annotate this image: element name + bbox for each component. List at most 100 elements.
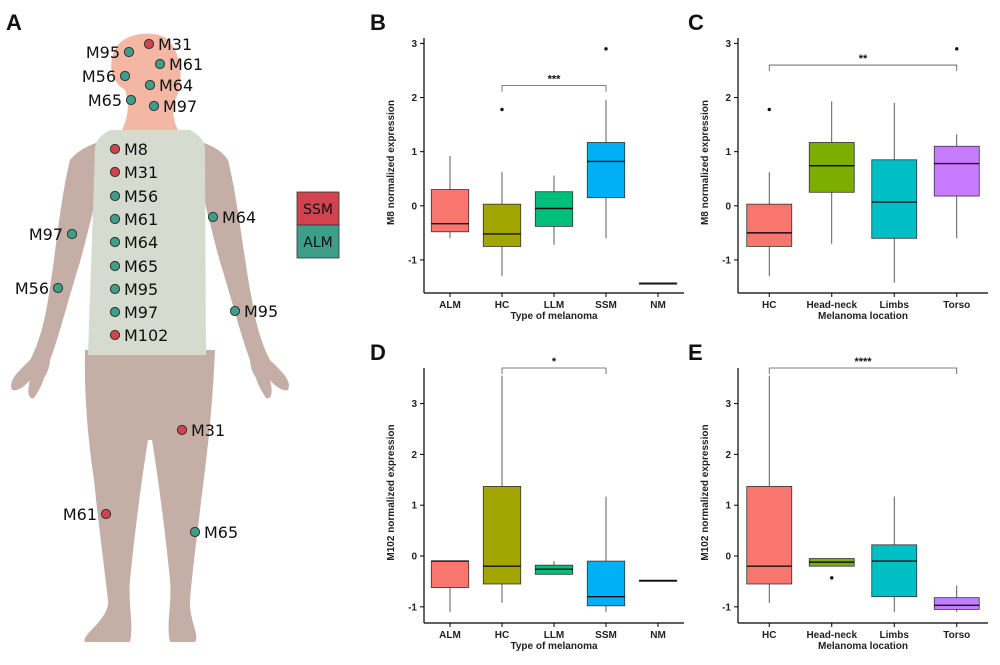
bracket-line — [501, 85, 607, 92]
marker-label: M8 — [124, 140, 148, 159]
body-marker: M95 — [229, 302, 278, 321]
bracket-line — [768, 64, 958, 72]
marker-label: M56 — [124, 187, 158, 206]
x-tick-label: Head-neck — [806, 300, 857, 311]
marker-label: M31 — [124, 163, 158, 182]
marker-label: M97 — [29, 225, 63, 244]
body-marker: M61 — [154, 55, 203, 74]
box-limbs — [871, 102, 918, 283]
legend-alm-swatch — [296, 224, 340, 259]
marker-dot — [229, 305, 241, 317]
marker-dot — [143, 38, 155, 50]
body-marker: M95 — [109, 280, 158, 299]
marker-dot — [109, 190, 121, 202]
body-marker: M97 — [109, 303, 158, 322]
y-axis-title: M8 normalized expression — [386, 100, 397, 225]
box-alm — [430, 156, 470, 239]
chart-e: -1 0 1 2 3 HC Head-neck Limbs Torso Melanoma loca… — [700, 356, 988, 652]
body-marker: M64 — [207, 208, 256, 227]
x-tick-label: Torso — [943, 630, 970, 641]
box-hc — [482, 107, 522, 277]
body-marker: M95 — [86, 43, 135, 62]
marker-dot — [100, 508, 112, 520]
y-tick-label: -1 — [722, 255, 731, 266]
body-marker: M64 — [109, 233, 158, 252]
body-marker: M102 — [109, 326, 168, 345]
outlier-point — [830, 576, 834, 580]
significance-bracket: ** — [768, 53, 958, 72]
marker-label: M95 — [124, 280, 158, 299]
panel-label-d: D — [370, 340, 386, 365]
y-tick-label: -1 — [408, 602, 417, 613]
marker-label: M64 — [124, 233, 158, 252]
y-tick-label: 1 — [725, 147, 731, 158]
bracket-line — [501, 367, 607, 374]
panel-c: C -1 0 1 2 3 HC Head-neck Limbs Torso Melanoma lo… — [688, 10, 988, 322]
significance-label: * — [552, 356, 557, 368]
torso — [88, 130, 206, 355]
x-tick-label: HC — [495, 300, 509, 311]
body-marker: M31 — [109, 163, 158, 182]
marker-label: M61 — [124, 210, 158, 229]
left-arm — [11, 145, 97, 399]
marker-dot — [109, 213, 121, 225]
marker-label: M56 — [82, 67, 116, 86]
marker-label: M65 — [124, 257, 158, 276]
chart-c: -1 0 1 2 3 HC Head-neck Limbs Torso Melanoma loca… — [700, 38, 988, 322]
box-ssm — [586, 496, 626, 612]
y-tick-label: 3 — [411, 39, 417, 50]
x-axis-title: Melanoma location — [818, 311, 908, 322]
panel-d: D -1 0 1 2 3 ALM HC LLM SSM NM Type of melanoma M10… — [370, 340, 684, 652]
body-marker: M65 — [109, 257, 158, 276]
box-nm — [638, 579, 678, 582]
panel-a: A M31 M95 M61 M56 M64 M65 M97 M8 M31 M56 M61 M64 M65… — [6, 10, 340, 642]
box-iqr — [933, 597, 980, 610]
marker-label: M31 — [191, 421, 225, 440]
body-marker: M31 — [143, 35, 192, 54]
box-head-neck — [808, 101, 855, 244]
box-alm — [430, 560, 470, 612]
body-marker: M97 — [29, 225, 78, 244]
x-tick-label: NM — [650, 300, 666, 311]
x-axis-title: Type of melanoma — [510, 311, 597, 322]
body-marker: M8 — [109, 140, 148, 159]
box-iqr — [586, 560, 626, 607]
y-tick-label: 2 — [725, 450, 731, 461]
marker-label: M95 — [244, 302, 278, 321]
x-tick-label: ALM — [439, 630, 461, 641]
y-tick-label: 0 — [411, 201, 417, 212]
marker-label: M31 — [158, 35, 192, 54]
y-tick-label: 2 — [411, 450, 417, 461]
marker-dot — [109, 166, 121, 178]
y-tick-label: 2 — [725, 93, 731, 104]
significance-label: ** — [859, 53, 868, 65]
legend-alm-label: ALM — [303, 235, 332, 251]
body-marker: M61 — [63, 505, 112, 524]
marker-dot — [189, 526, 201, 538]
panel-label-a: A — [6, 10, 22, 35]
marker-dot — [109, 143, 121, 155]
panel-label-b: B — [370, 10, 386, 35]
y-tick-label: -1 — [722, 602, 731, 613]
x-axis-title: Type of melanoma — [510, 641, 597, 652]
significance-label: *** — [548, 74, 562, 86]
y-tick-label: 2 — [411, 93, 417, 104]
box-iqr — [482, 486, 522, 585]
body-marker: M65 — [88, 91, 137, 110]
marker-label: M64 — [222, 208, 256, 227]
x-tick-label: HC — [762, 630, 776, 641]
y-tick-label: -1 — [408, 255, 417, 266]
marker-dot — [207, 211, 219, 223]
significance-label: **** — [854, 356, 872, 368]
box-iqr — [430, 189, 470, 233]
panel-b: B -1 0 1 2 3 ALM HC LLM SSM NM Type of melanoma M8 … — [370, 10, 684, 322]
marker-label: M95 — [86, 43, 120, 62]
y-tick-label: 0 — [411, 552, 417, 563]
x-tick-label: LLM — [544, 630, 565, 641]
marker-label: M61 — [63, 505, 97, 524]
panel-label-e: E — [688, 340, 703, 365]
body-marker: M61 — [109, 210, 158, 229]
y-tick-label: 3 — [725, 399, 731, 410]
marker-label: M61 — [169, 55, 203, 74]
box-hc — [746, 375, 793, 603]
